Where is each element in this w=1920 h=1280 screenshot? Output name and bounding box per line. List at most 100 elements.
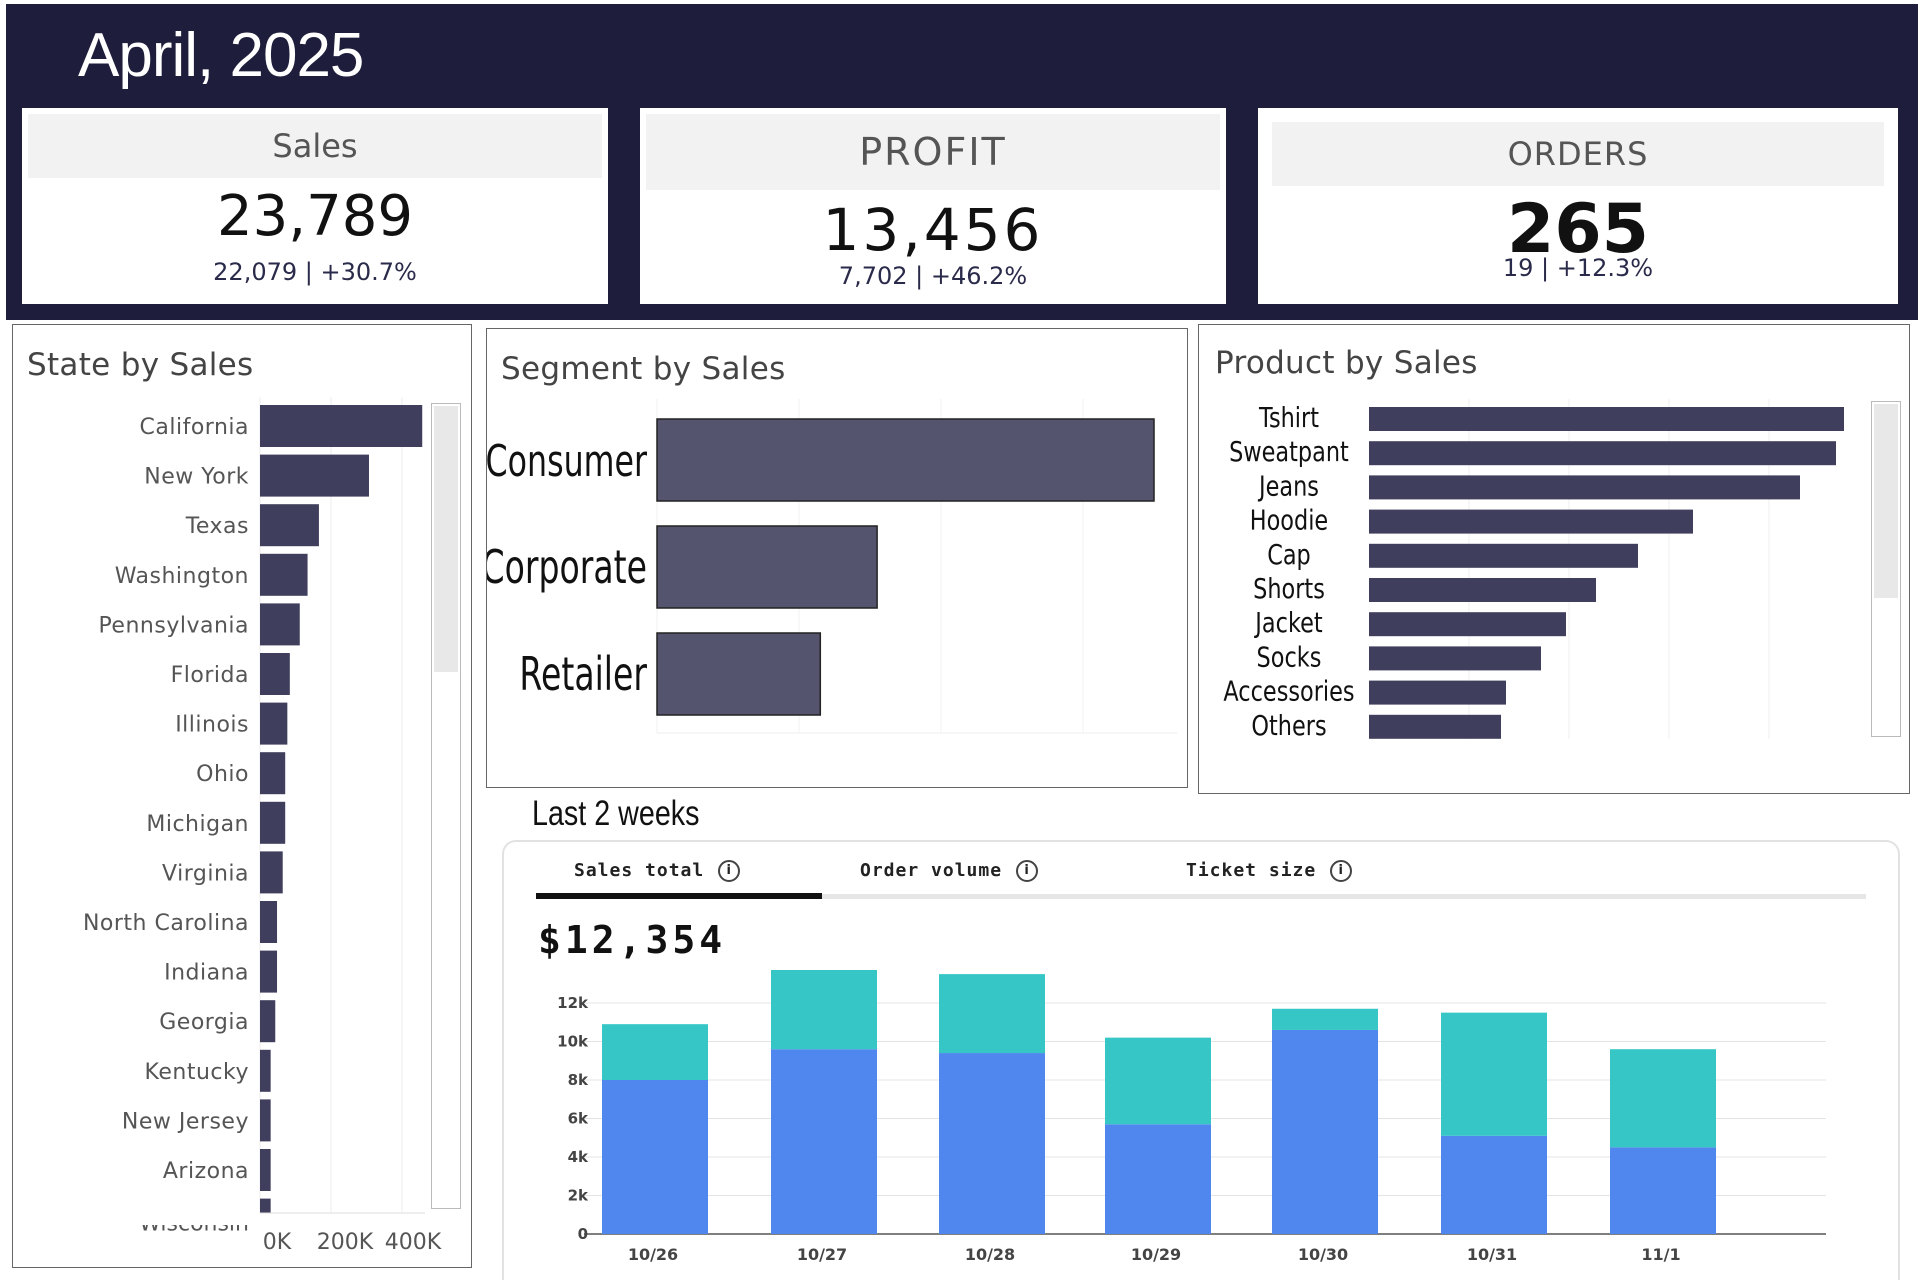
kpi-label: PROFIT: [646, 114, 1220, 190]
tab-ticket-size[interactable]: Ticket size i: [1186, 860, 1353, 882]
category-label: Kentucky: [145, 1060, 249, 1085]
x-tick-label: 11/1: [1641, 1245, 1680, 1264]
bar-segment-bottom: [939, 1053, 1045, 1234]
category-label: Retailer: [519, 649, 647, 702]
bar: [1369, 612, 1566, 637]
category-label: Tshirt: [1258, 400, 1319, 433]
tab-label: Sales total: [574, 860, 705, 881]
category-label: New Jersey: [122, 1109, 249, 1134]
y-tick-label: 2k: [568, 1187, 589, 1205]
category-label: Georgia: [159, 1010, 249, 1035]
category-label: Socks: [1257, 640, 1322, 673]
info-icon[interactable]: i: [1330, 860, 1353, 882]
category-label: Ohio: [196, 762, 249, 787]
y-tick-label: 12k: [557, 994, 589, 1012]
bar: [260, 1198, 271, 1213]
product-bar-chart: TshirtSweatpantJeansHoodieCapShortsJacke…: [1223, 399, 1844, 741]
state-scrollbar[interactable]: [431, 403, 461, 1209]
segment-bar-chart: Consumer Corporate Retailer: [487, 399, 1177, 734]
y-tick-label: 4k: [568, 1148, 589, 1166]
category-label: Texas: [185, 514, 249, 539]
stacked-bar-chart: 02k4k6k8k10k12k14k16k10/2610/2710/2810/2…: [557, 970, 1826, 1264]
bar: [260, 603, 300, 646]
tick-label: 0K: [263, 1230, 292, 1255]
bar: [1369, 475, 1800, 500]
bar: [260, 405, 423, 447]
bar: [260, 1049, 271, 1092]
product-scrollbar[interactable]: [1871, 401, 1901, 737]
bar-segment-bottom: [771, 1049, 877, 1234]
bar: [260, 950, 278, 993]
tick-label: 200K: [317, 1230, 374, 1255]
tick-label: 400K: [385, 1230, 442, 1255]
bar: [260, 752, 286, 795]
scrollbar-thumb[interactable]: [434, 406, 458, 672]
category-label: Michigan: [146, 812, 249, 837]
category-label: Others: [1251, 708, 1326, 741]
scrollbar-thumb[interactable]: [1874, 404, 1898, 598]
category-label: Cap: [1267, 537, 1311, 570]
bar-segment-top: [1272, 1008, 1378, 1030]
x-tick-label: 10/27: [797, 1245, 847, 1264]
bar: [260, 801, 286, 844]
category-label: Florida: [171, 663, 249, 688]
bar-segment-bottom: [1441, 1135, 1547, 1234]
y-tick-label: 8k: [568, 1071, 589, 1089]
category-label: Jeans: [1257, 469, 1319, 502]
category-label: North Carolina: [83, 911, 249, 936]
bar-segment-top: [1610, 1049, 1716, 1148]
bar: [656, 418, 1155, 502]
tab-sales-total[interactable]: Sales total i: [574, 860, 741, 882]
bar-segment-bottom: [602, 1080, 708, 1234]
bar: [1369, 543, 1638, 568]
bar: [260, 1000, 276, 1043]
state-chart-title: State by Sales: [27, 347, 254, 383]
x-tick-label: 10/28: [965, 1245, 1015, 1264]
kpi-card-sales: Sales 23,789 22,079 | +30.7%: [22, 108, 608, 304]
category-label: Shorts: [1253, 571, 1325, 604]
kpi-value: 23,789: [217, 184, 413, 249]
info-icon[interactable]: i: [1016, 860, 1039, 882]
tab-label: Order volume: [860, 860, 1003, 881]
category-label: Indiana: [164, 961, 249, 986]
kpi-label: Sales: [28, 114, 602, 178]
info-icon[interactable]: i: [718, 860, 741, 882]
bar-segment-top: [1441, 1012, 1547, 1136]
kpi-change: 7,702 | +46.2%: [838, 262, 1028, 290]
bar-segment-top: [602, 1024, 708, 1080]
x-tick-label: 10/29: [1131, 1245, 1181, 1264]
headline-value: $12,354: [538, 918, 727, 962]
tab-order-volume[interactable]: Order volume i: [860, 860, 1039, 882]
bar: [260, 702, 288, 745]
bar: [260, 901, 278, 943]
bar-segment-top: [939, 974, 1045, 1054]
product-chart-title: Product by Sales: [1215, 345, 1478, 381]
bar: [260, 1149, 271, 1191]
bar: [260, 653, 290, 695]
kpi-card-orders: ORDERS 265 19 | +12.3%: [1258, 108, 1898, 304]
category-label: Virginia: [162, 861, 249, 886]
y-tick-label: 14k: [557, 970, 589, 974]
product-sales-panel: Product by Sales Tshirt Sweatpant Jeans Hoo…: [1198, 324, 1910, 794]
bar: [1369, 578, 1596, 602]
category-label: Consumer: [487, 436, 647, 488]
bar-segment-top: [771, 970, 877, 1050]
bar: [1369, 680, 1506, 705]
bar-segment-bottom: [1272, 1029, 1378, 1234]
bar: [1369, 407, 1844, 431]
bar: [260, 454, 369, 497]
metric-tabs: Sales total i Order volume i Ticket size i: [536, 856, 1866, 904]
bar: [1369, 509, 1693, 534]
kpi-label: ORDERS: [1272, 122, 1884, 186]
bar: [260, 553, 308, 596]
month-title: April, 2025: [78, 21, 364, 90]
kpi-value: 13,456: [822, 196, 1044, 264]
kpi-card-profit: PROFIT 13,456 7,702 | +46.2%: [640, 108, 1226, 304]
category-label: Corporate: [487, 542, 647, 595]
category-label: Pennsylvania: [98, 613, 249, 638]
bar: [1369, 646, 1541, 671]
category-label: Arizona: [163, 1159, 249, 1184]
y-tick-label: 6k: [568, 1110, 589, 1128]
y-tick-label: 10k: [557, 1033, 589, 1051]
kpi-change: 22,079 | +30.7%: [213, 258, 417, 286]
